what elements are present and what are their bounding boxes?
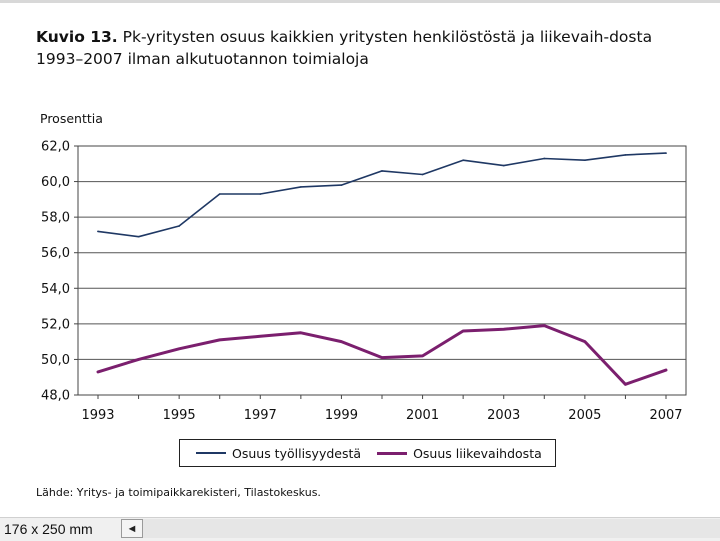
legend-label-turnover: Osuus liikevaihdosta bbox=[413, 445, 542, 461]
chart-grid bbox=[77, 145, 687, 396]
data-point-turnover bbox=[421, 355, 424, 357]
data-point-employment bbox=[502, 164, 505, 167]
y-tick-label: 58,0 bbox=[41, 211, 70, 226]
figure-title: Kuvio 13. Pk-yritysten osuus kaikkien yr… bbox=[36, 26, 696, 70]
data-point-employment bbox=[97, 230, 99, 233]
data-point-turnover bbox=[665, 369, 667, 371]
horizontal-scrollbar-track[interactable] bbox=[143, 519, 720, 538]
legend-item-turnover: Osuus liikevaihdosta bbox=[377, 446, 542, 461]
scroll-left-button[interactable]: ◄ bbox=[121, 519, 143, 538]
data-point-employment bbox=[421, 173, 424, 176]
data-point-turnover bbox=[218, 339, 221, 341]
x-tick-label: 2001 bbox=[406, 408, 439, 423]
data-point-employment bbox=[340, 184, 343, 186]
series-line-turnover bbox=[96, 324, 668, 386]
y-axis-ticks: 48,0 50,0 52,0 54,0 56,0 58,0 60,0 62,0 bbox=[41, 140, 78, 404]
y-tick-label: 62,0 bbox=[41, 140, 70, 155]
data-point-turnover bbox=[259, 335, 262, 338]
data-point-turnover bbox=[502, 328, 505, 330]
y-axis-label: Prosenttia bbox=[40, 111, 103, 126]
legend-label-employment: Osuus työllisyydestä bbox=[232, 445, 362, 461]
y-tick-label: 52,0 bbox=[41, 317, 70, 332]
data-point-employment bbox=[381, 170, 383, 172]
legend-swatch-employment bbox=[196, 452, 226, 454]
data-point-turnover bbox=[178, 347, 180, 350]
chart-legend: Osuus työllisyydestä Osuus liikevaihdost… bbox=[179, 439, 556, 467]
x-tick-label: 1999 bbox=[325, 408, 358, 423]
legend-item-employment: Osuus työllisyydestä bbox=[196, 446, 361, 461]
figure-title-number: Kuvio 13. bbox=[36, 28, 118, 46]
page-size-readout: 176 x 250 mm bbox=[4, 521, 93, 537]
y-tick-label: 60,0 bbox=[41, 175, 70, 190]
data-point-employment bbox=[665, 152, 667, 154]
series-line-employment bbox=[97, 152, 667, 238]
data-point-turnover bbox=[137, 358, 140, 361]
data-point-employment bbox=[584, 159, 586, 162]
data-point-turnover bbox=[340, 340, 343, 343]
x-tick-label: 2005 bbox=[568, 408, 601, 423]
data-point-turnover bbox=[462, 330, 464, 332]
scroll-left-icon: ◄ bbox=[126, 523, 138, 535]
data-point-employment bbox=[543, 157, 546, 160]
data-point-turnover bbox=[381, 356, 383, 359]
y-tick-label: 48,0 bbox=[41, 389, 70, 404]
chart-series bbox=[96, 152, 668, 386]
data-point-employment bbox=[178, 225, 180, 227]
y-tick-label: 54,0 bbox=[41, 282, 70, 297]
data-point-employment bbox=[300, 186, 302, 188]
x-tick-label: 1993 bbox=[81, 408, 114, 423]
figure-title-text: Pk-yritysten osuus kaikkien yritysten he… bbox=[36, 28, 653, 68]
y-tick-label: 56,0 bbox=[41, 246, 70, 261]
data-point-employment bbox=[259, 193, 262, 195]
data-point-turnover bbox=[584, 340, 586, 343]
legend-swatch-turnover bbox=[377, 451, 408, 455]
x-tick-label: 2007 bbox=[649, 408, 682, 423]
source-note: Lähde: Yritys- ja toimipaikkarekisteri, … bbox=[36, 486, 321, 499]
data-point-turnover bbox=[300, 331, 302, 334]
data-point-turnover bbox=[97, 371, 99, 373]
data-point-employment bbox=[137, 235, 140, 238]
data-point-turnover bbox=[624, 383, 627, 386]
x-tick-label: 1997 bbox=[244, 408, 277, 423]
window-top-border bbox=[0, 0, 720, 3]
data-point-turnover bbox=[543, 324, 546, 327]
data-point-employment bbox=[218, 193, 221, 195]
x-tick-label: 2003 bbox=[487, 408, 520, 423]
data-point-employment bbox=[462, 159, 464, 162]
data-point-employment bbox=[624, 154, 627, 156]
status-bar: 176 x 250 mm ◄ bbox=[0, 517, 720, 541]
x-tick-label: 1995 bbox=[163, 408, 196, 423]
y-tick-label: 50,0 bbox=[41, 353, 70, 368]
x-axis-ticks: 1993 1995 1997 1999 2001 2003 2005 2007 bbox=[81, 395, 683, 423]
